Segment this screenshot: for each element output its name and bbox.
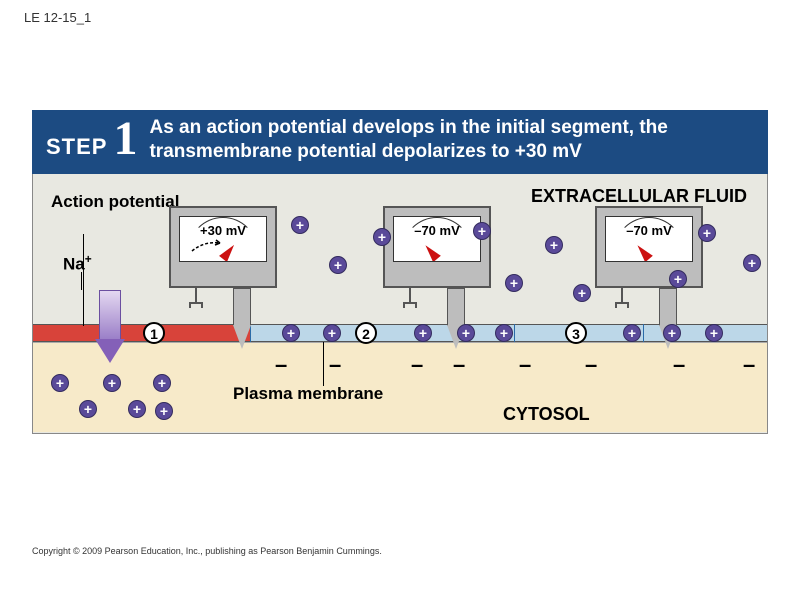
electrode-probe-icon <box>233 288 251 350</box>
label-plasma-membrane: Plasma membrane <box>233 384 383 404</box>
position-marker: 3 <box>565 322 587 344</box>
negative-charge-icon: – <box>329 352 341 378</box>
ground-probe-icon <box>403 288 417 308</box>
positive-ion-icon: + <box>291 216 309 234</box>
sodium-arrow-icon <box>95 290 125 368</box>
figure-label: LE 12-15_1 <box>24 10 91 25</box>
negative-charge-icon: – <box>673 352 685 378</box>
positive-ion-icon: + <box>153 374 171 392</box>
step-badge: STEP 1 <box>46 120 137 160</box>
positive-ion-icon: + <box>505 274 523 292</box>
leader-line-na <box>81 272 82 290</box>
positive-ion-icon: + <box>51 374 69 392</box>
positive-ion-icon: + <box>155 402 173 420</box>
positive-ion-icon: + <box>473 222 491 240</box>
membrane-segment <box>33 324 250 342</box>
negative-charge-icon: – <box>743 352 755 378</box>
positive-ion-icon: + <box>128 400 146 418</box>
voltmeter: –70 mV <box>383 206 491 288</box>
negative-charge-icon: – <box>453 352 465 378</box>
positive-ion-icon: + <box>545 236 563 254</box>
label-action-potential: Action potential <box>51 192 179 212</box>
positive-ion-icon: + <box>705 324 723 342</box>
positive-ion-icon: + <box>414 324 432 342</box>
step-number: 1 <box>113 120 137 158</box>
cytosol-region <box>33 342 767 432</box>
positive-ion-icon: + <box>79 400 97 418</box>
positive-ion-icon: + <box>663 324 681 342</box>
positive-ion-icon: + <box>323 324 341 342</box>
positive-ion-icon: + <box>495 324 513 342</box>
ground-probe-icon <box>615 288 629 308</box>
positive-ion-icon: + <box>623 324 641 342</box>
ground-probe-icon <box>189 288 203 308</box>
positive-ion-icon: + <box>669 270 687 288</box>
step-description: As an action potential develops in the i… <box>149 116 754 164</box>
diagram-area: Action potential Na+ EXTRACELLULAR FLUID… <box>32 174 768 434</box>
negative-charge-icon: – <box>275 352 287 378</box>
step-header: STEP 1 As an action potential develops i… <box>32 110 768 174</box>
positive-ion-icon: + <box>573 284 591 302</box>
step-word: STEP <box>46 134 107 160</box>
positive-ion-icon: + <box>457 324 475 342</box>
positive-ion-icon: + <box>103 374 121 392</box>
label-cytosol: CYTOSOL <box>503 404 590 425</box>
leader-line-action-potential <box>83 234 84 326</box>
na-sup: + <box>85 252 92 266</box>
panel: STEP 1 As an action potential develops i… <box>32 110 768 434</box>
copyright-text: Copyright © 2009 Pearson Education, Inc.… <box>32 546 382 556</box>
leader-line-membrane <box>323 342 324 386</box>
voltmeter: +30 mV <box>169 206 277 288</box>
negative-charge-icon: – <box>585 352 597 378</box>
negative-charge-icon: – <box>411 352 423 378</box>
negative-charge-icon: – <box>519 352 531 378</box>
position-marker: 1 <box>143 322 165 344</box>
positive-ion-icon: + <box>373 228 391 246</box>
positive-ion-icon: + <box>698 224 716 242</box>
label-na: Na+ <box>63 252 92 275</box>
positive-ion-icon: + <box>282 324 300 342</box>
label-extracellular: EXTRACELLULAR FLUID <box>531 186 747 207</box>
na-text: Na <box>63 254 85 273</box>
positive-ion-icon: + <box>329 256 347 274</box>
position-marker: 2 <box>355 322 377 344</box>
voltmeter: –70 mV <box>595 206 703 288</box>
positive-ion-icon: + <box>743 254 761 272</box>
